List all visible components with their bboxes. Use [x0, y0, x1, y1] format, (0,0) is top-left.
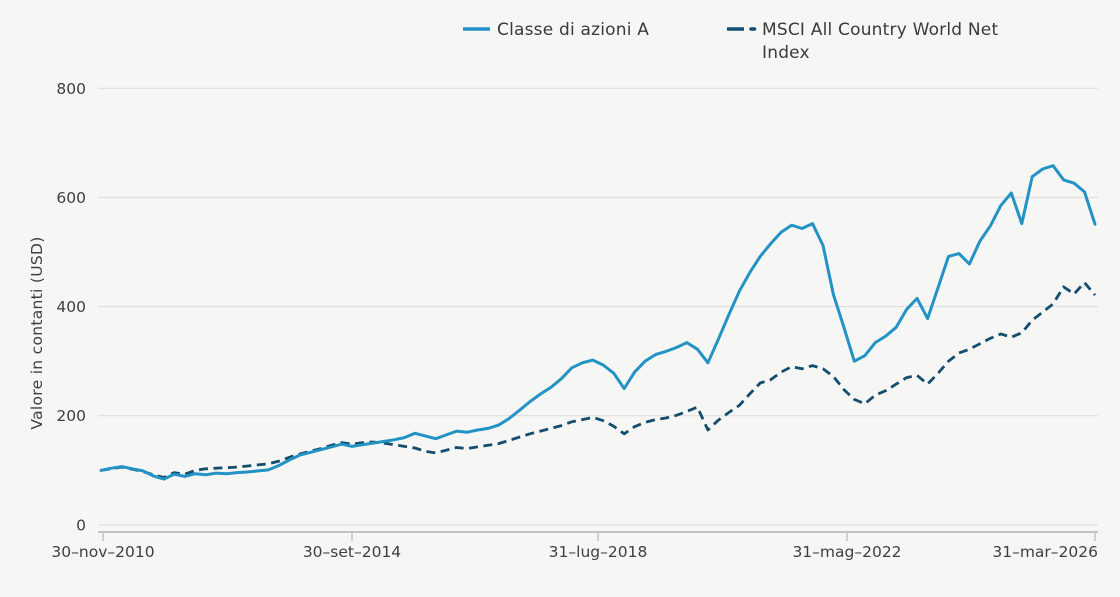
series-line-msci-acwi — [100, 281, 1097, 479]
series-line-classe-di-azioni-a — [99, 164, 1097, 481]
y-tick-label-200: 200 — [56, 407, 86, 425]
y-axis-title: Valore in contanti (USD) — [28, 236, 46, 429]
y-tick-label-800: 800 — [56, 80, 86, 98]
x-axis-ticks — [102, 532, 1096, 541]
legend-label-msci-line1: MSCI All Country World Net — [762, 20, 998, 40]
legend-label-classe-a: Classe di azioni A — [497, 20, 649, 40]
x-axis-labels: 30–nov–2010 30–set–2014 31–lug–2018 31–m… — [51, 543, 1098, 561]
x-tick-label-2026: 31–mar–2026 — [992, 543, 1098, 561]
y-tick-label-600: 600 — [56, 189, 86, 207]
legend-item-msci[interactable]: MSCI All Country World Net Index — [727, 20, 998, 63]
plot-area[interactable] — [98, 80, 1098, 525]
series-lines — [99, 164, 1097, 481]
x-tick-label-2010: 30–nov–2010 — [51, 543, 154, 561]
legend-label-msci-line2: Index — [762, 43, 810, 63]
x-tick-label-2018: 31–lug–2018 — [549, 543, 648, 561]
y-tick-label-0: 0 — [76, 517, 86, 535]
y-axis-labels: 800 600 400 200 0 — [56, 80, 86, 535]
legend: Classe di azioni A MSCI All Country Worl… — [463, 20, 998, 63]
x-tick-label-2022: 31–mag–2022 — [792, 543, 901, 561]
x-tick-label-2014: 30–set–2014 — [303, 543, 401, 561]
y-tick-label-400: 400 — [56, 298, 86, 316]
legend-item-classe-a[interactable]: Classe di azioni A — [463, 20, 649, 40]
